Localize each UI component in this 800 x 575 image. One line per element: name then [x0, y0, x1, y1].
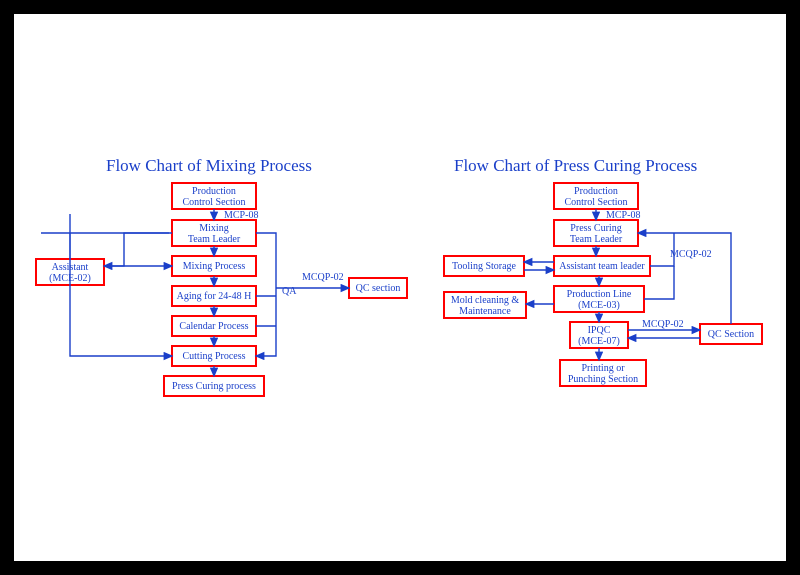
- node-printing-punching: Printing or Punching Section: [560, 360, 646, 386]
- node-mold-cleaning: Mold cleaning & Maintenance: [444, 292, 526, 318]
- svg-text:IPQC: IPQC: [588, 325, 611, 336]
- svg-text:QC section: QC section: [356, 283, 401, 294]
- edge: [104, 233, 172, 266]
- edge: [674, 233, 731, 324]
- svg-text:Team Leader: Team Leader: [188, 234, 241, 245]
- svg-text:Mixing Process: Mixing Process: [183, 261, 246, 272]
- node-pcs-left: Production Control Section: [172, 183, 256, 209]
- svg-text:Mold cleaning &: Mold cleaning &: [451, 295, 520, 306]
- edge: [256, 233, 276, 356]
- svg-text:Assistant team leader: Assistant team leader: [559, 261, 645, 272]
- flowchart-svg: Flow Chart of Mixing Process Production …: [14, 14, 786, 561]
- svg-text:Calendar Process: Calendar Process: [179, 321, 248, 332]
- right-title: Flow Chart of Press Curing Process: [454, 156, 697, 175]
- node-mixing-team-leader: Mixing Team Leader: [172, 220, 256, 246]
- label-mcp08-right: MCP-08: [606, 210, 640, 221]
- svg-text:Punching Section: Punching Section: [568, 374, 638, 385]
- svg-text:Control Section: Control Section: [182, 197, 245, 208]
- node-qc-right: QC Section: [700, 324, 762, 344]
- svg-text:Maintenance: Maintenance: [459, 306, 511, 317]
- node-cutting: Cutting Process: [172, 346, 256, 366]
- diagram-frame: Flow Chart of Mixing Process Production …: [0, 0, 800, 575]
- svg-text:Tooling Storage: Tooling Storage: [452, 261, 517, 272]
- svg-text:(MCE-03): (MCE-03): [578, 300, 620, 311]
- svg-text:Team Leader: Team Leader: [570, 234, 623, 245]
- svg-text:Production Line: Production Line: [567, 289, 632, 300]
- label-mcp08-left: MCP-08: [224, 210, 258, 221]
- node-pcs-right: Production Control Section: [554, 183, 638, 209]
- node-assistant-team-leader: Assistant team leader: [554, 256, 650, 276]
- svg-text:Cutting Process: Cutting Process: [182, 351, 245, 362]
- svg-text:Production: Production: [192, 186, 236, 197]
- label-mcqp02-right-bottom: MCQP-02: [642, 319, 684, 330]
- node-production-line: Production Line (MCE-03): [554, 286, 644, 312]
- svg-text:Press Curing: Press Curing: [570, 223, 621, 234]
- label-mcqp02-left: MCQP-02: [302, 272, 344, 283]
- node-aging: Aging for 24-48 H: [172, 286, 256, 306]
- left-title: Flow Chart of Mixing Process: [106, 156, 312, 175]
- node-qc-left: QC section: [349, 278, 407, 298]
- svg-text:Printing or: Printing or: [581, 363, 625, 374]
- svg-text:Mixing: Mixing: [199, 223, 228, 234]
- node-press-curing: Press Curing process: [164, 376, 264, 396]
- svg-text:Press Curing process: Press Curing process: [172, 381, 256, 392]
- svg-text:Control Section: Control Section: [564, 197, 627, 208]
- node-mixing-process: Mixing Process: [172, 256, 256, 276]
- edge: [70, 285, 172, 356]
- node-calendar: Calendar Process: [172, 316, 256, 336]
- svg-text:(MCE-07): (MCE-07): [578, 336, 620, 347]
- label-mcqp02-right-top: MCQP-02: [670, 249, 712, 260]
- node-tooling-storage: Tooling Storage: [444, 256, 524, 276]
- svg-text:Aging for 24-48 H: Aging for 24-48 H: [177, 291, 252, 302]
- node-ipqc: IPQC (MCE-07): [570, 322, 628, 348]
- edge: [41, 233, 169, 259]
- node-press-curing-leader: Press Curing Team Leader: [554, 220, 638, 246]
- svg-text:QC Section: QC Section: [708, 329, 754, 340]
- svg-text:Production: Production: [574, 186, 618, 197]
